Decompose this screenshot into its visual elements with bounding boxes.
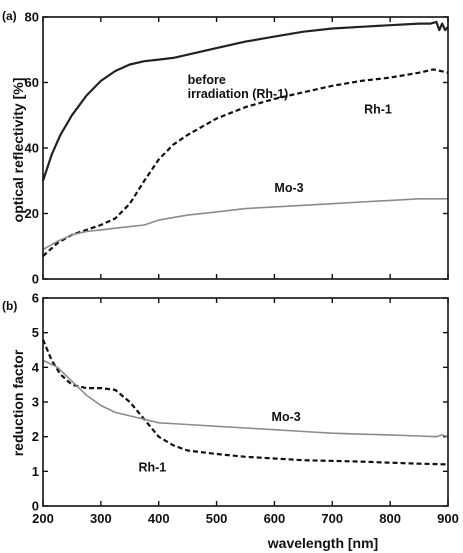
y-tick-label: 0 [32, 499, 39, 514]
series-group-b [41, 339, 449, 466]
x-tick-label: 400 [148, 511, 170, 526]
x-tick-label: 900 [437, 511, 459, 526]
x-tick-label: 700 [321, 511, 343, 526]
series-annotation: Mo-3 [272, 410, 301, 424]
annotation-group-b: Mo-3 Rh-1 [138, 410, 300, 474]
x-tick-label: 200 [32, 511, 54, 526]
x-tick-label: 600 [264, 511, 286, 526]
series-annotation: Rh-1 [138, 460, 166, 474]
y-axis-label-b: reduction factor [10, 349, 26, 456]
y-tick-label: 20 [25, 206, 39, 221]
series-annotation: Rh-1 [364, 103, 392, 117]
plot-frame-a [42, 16, 449, 280]
tick-group-a: 0 20 40 60 80 [25, 10, 449, 287]
y-tick-label: 5 [32, 325, 39, 340]
y-axis-label-a: optical reflectivity [%] [10, 78, 26, 223]
chart-panel-a: (a) optical reflectivity [%] 0 20 40 60 80 b… [2, 9, 449, 287]
y-tick-label: 3 [32, 395, 39, 410]
series-line-mo-3 [42, 198, 448, 251]
series-group-a [41, 20, 449, 257]
series-annotation: irradiation (Rh-1) [188, 87, 289, 101]
x-tick-label: 300 [90, 511, 112, 526]
panel-label-b: (b) [2, 299, 17, 313]
panel-label-a: (a) [2, 9, 17, 23]
series-annotation: before [188, 73, 226, 87]
series-annotation: Mo-3 [274, 181, 303, 195]
x-tick-label: 800 [379, 511, 401, 526]
series-line-rh-1 [42, 68, 449, 257]
plot-frame-b [42, 297, 449, 507]
chart-panel-b: (b) reduction factor wavelength [nm] 0 1 2… [2, 291, 459, 552]
series-line-before-irradiation-rh-1- [41, 20, 449, 182]
y-tick-label: 0 [32, 272, 39, 287]
series-line-mo-3 [42, 359, 449, 438]
series-line-rh-1 [41, 339, 449, 466]
y-tick-label: 40 [25, 141, 39, 156]
x-tick-label: 500 [206, 511, 228, 526]
tick-group-b: 0 1 2 3 4 5 6 200 300 400 500 600 700 800 900 [32, 291, 459, 527]
x-axis-label: wavelength [nm] [267, 535, 378, 551]
y-tick-label: 80 [25, 10, 39, 25]
y-tick-label: 6 [32, 291, 39, 306]
y-tick-label: 4 [32, 360, 40, 375]
y-tick-label: 2 [32, 429, 39, 444]
y-tick-label: 60 [25, 75, 39, 90]
y-tick-label: 1 [32, 464, 39, 479]
